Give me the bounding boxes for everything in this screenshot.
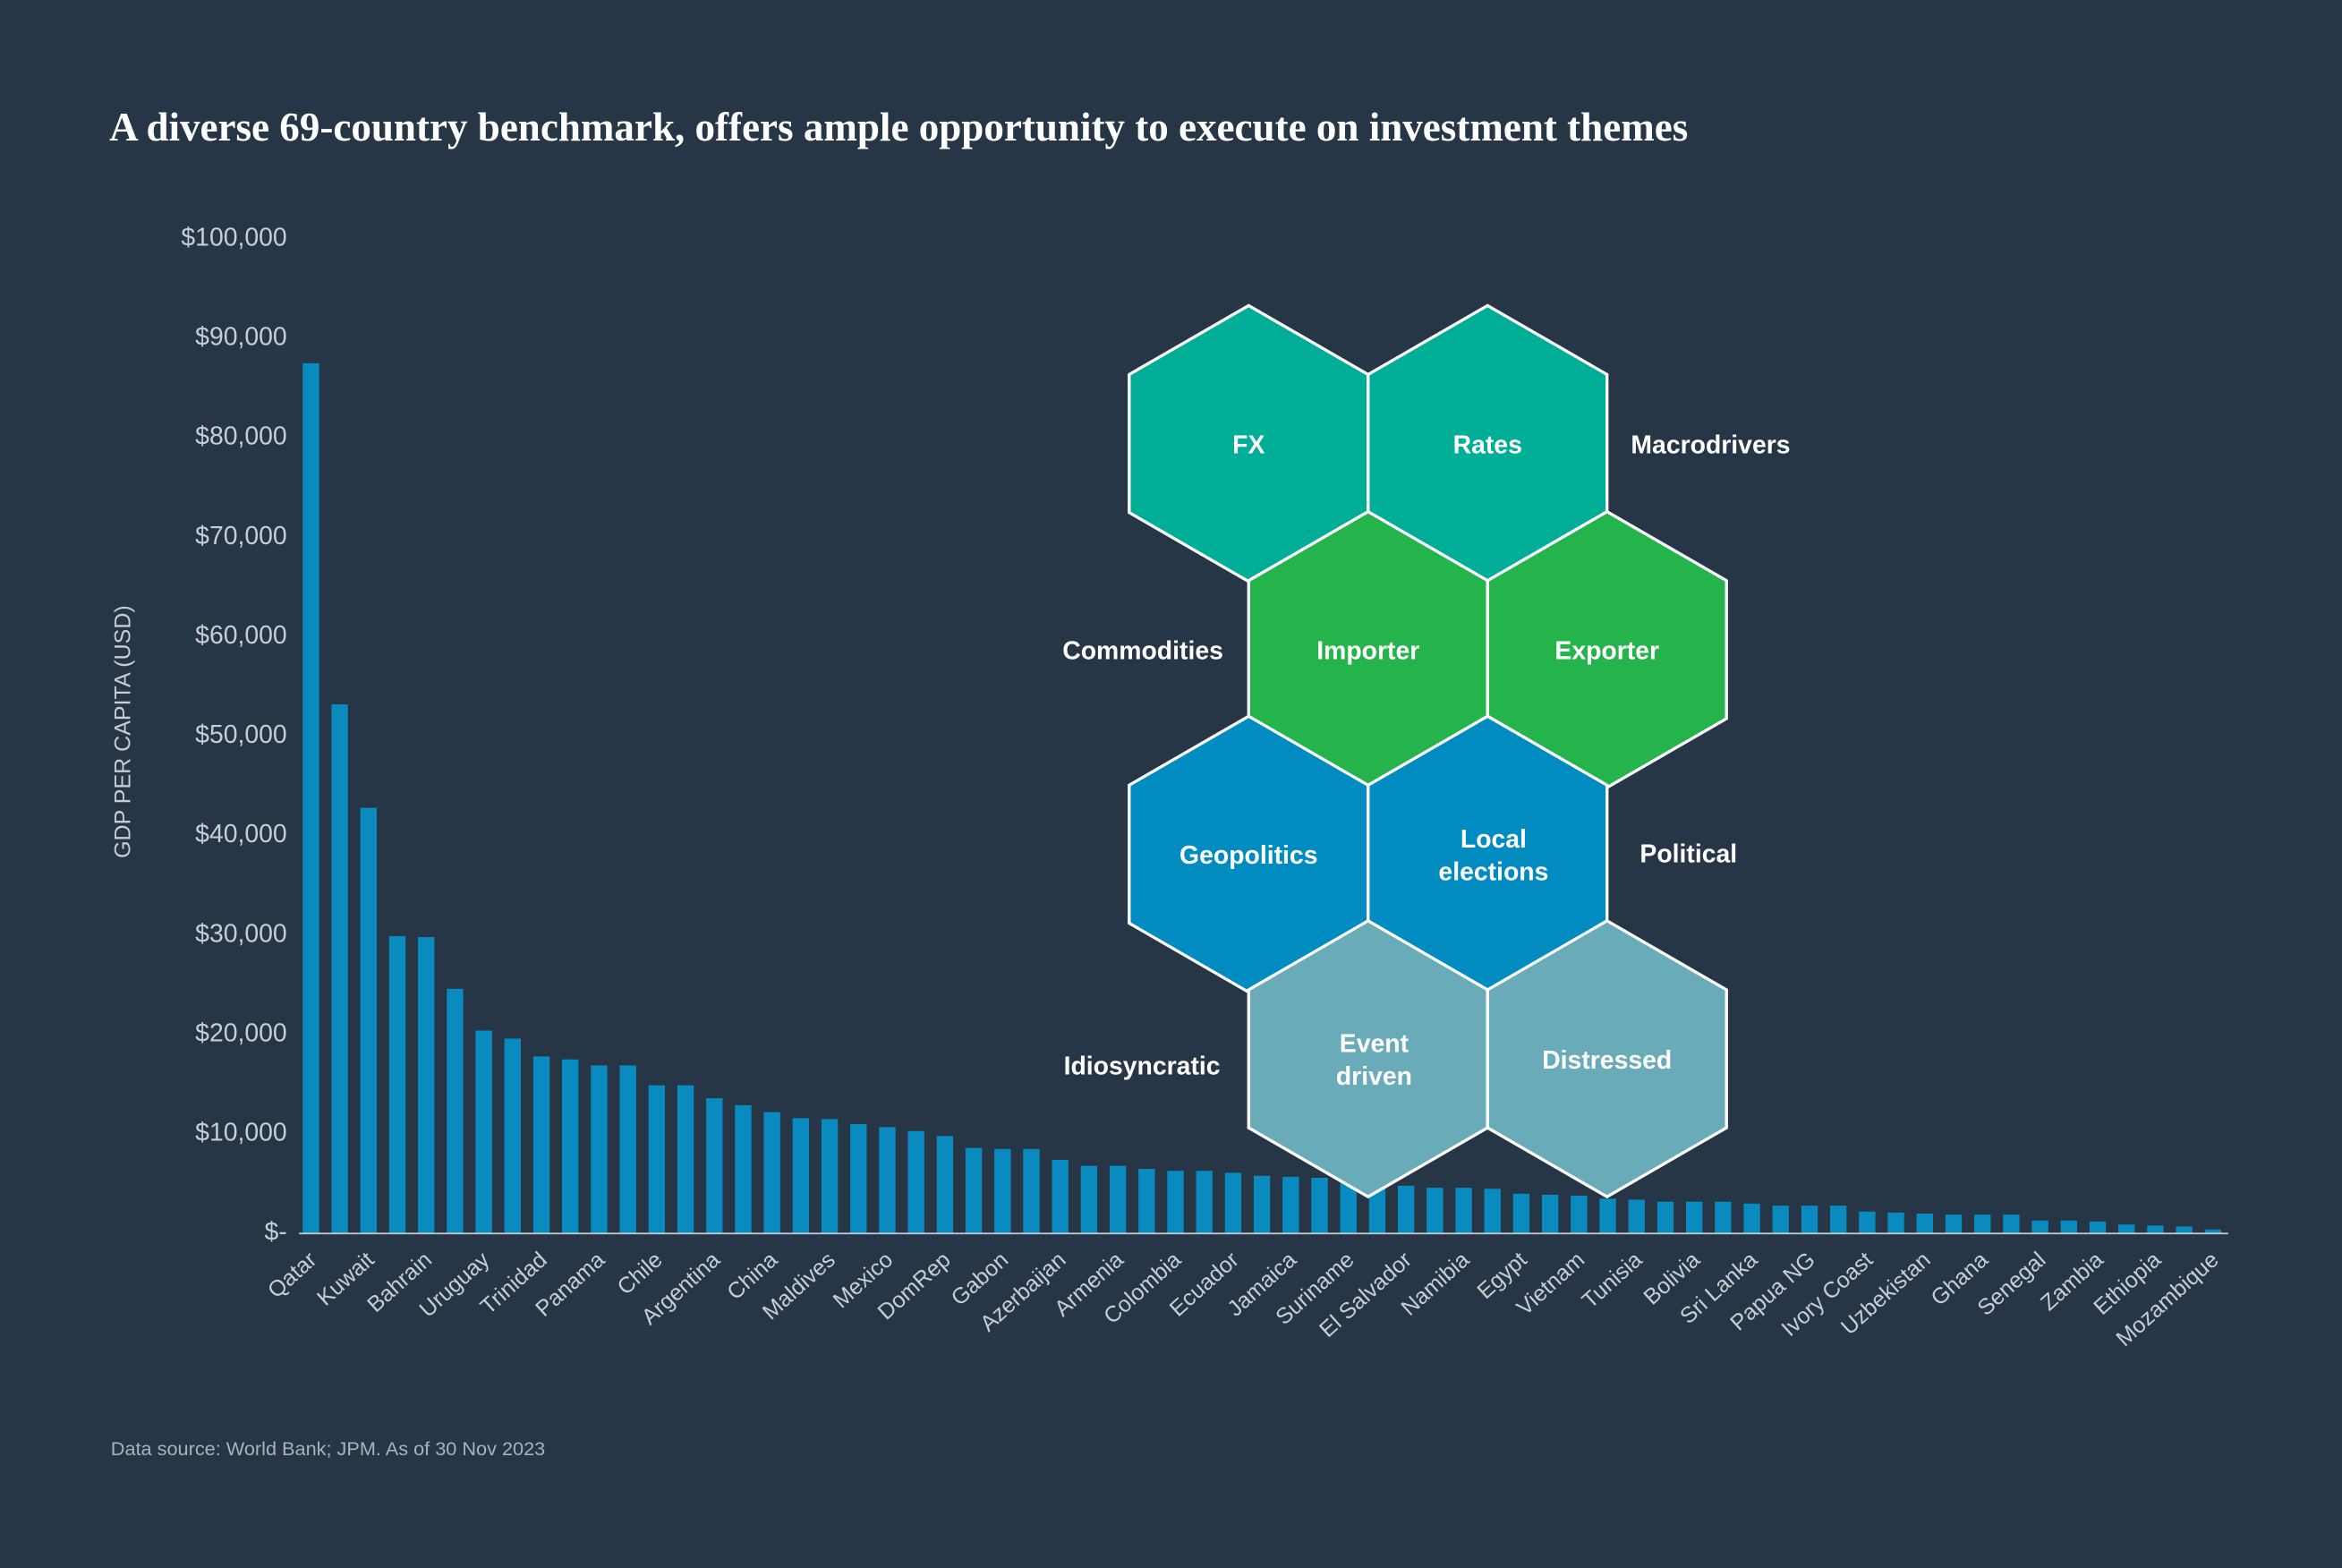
- hexagon-label: driven: [1336, 1062, 1412, 1091]
- bar: [1023, 1148, 1040, 1234]
- bar: [850, 1124, 867, 1234]
- y-tick-label: $70,000: [195, 522, 287, 550]
- hexagon-label: Rates: [1453, 430, 1522, 459]
- bar: [504, 1038, 522, 1234]
- bar: [1340, 1181, 1357, 1234]
- bar: [1311, 1178, 1328, 1234]
- group-label: Macrodrivers: [1631, 430, 1790, 459]
- bar: [302, 362, 319, 1234]
- bar: [1138, 1169, 1155, 1234]
- bar: [2003, 1214, 2020, 1234]
- hexagon-label: Distressed: [1542, 1046, 1672, 1075]
- bar: [2089, 1221, 2107, 1234]
- y-tick-label: $40,000: [195, 820, 287, 848]
- bar: [1052, 1160, 1069, 1234]
- bar: [821, 1119, 839, 1234]
- bar: [1253, 1175, 1271, 1234]
- bar: [1685, 1201, 1703, 1234]
- y-tick-label: $100,000: [181, 223, 286, 251]
- source-note: Data source: World Bank; JPM. As of 30 N…: [111, 1437, 545, 1460]
- bar: [2060, 1220, 2077, 1234]
- bar: [648, 1085, 666, 1234]
- bar: [907, 1130, 924, 1234]
- bar: [591, 1065, 608, 1234]
- bar: [1368, 1183, 1386, 1234]
- bar: [1887, 1212, 1904, 1234]
- bar: [1455, 1188, 1472, 1234]
- group-label: Political: [1639, 840, 1737, 869]
- y-tick-label: $90,000: [195, 323, 287, 352]
- bar: [1772, 1206, 1789, 1234]
- bar: [1080, 1165, 1098, 1234]
- bar: [331, 704, 348, 1234]
- bar: [1599, 1198, 1616, 1234]
- hexagon-label: FX: [1232, 430, 1265, 459]
- bar: [1656, 1201, 1674, 1234]
- chart-title: A diverse 69-country benchmark, offers a…: [109, 105, 1688, 149]
- bar: [1167, 1171, 1184, 1234]
- bar: [562, 1059, 579, 1234]
- bar: [1715, 1201, 1732, 1234]
- hexagon-label: Exporter: [1554, 637, 1659, 666]
- bar: [1916, 1214, 1933, 1234]
- bar: [475, 1030, 492, 1234]
- y-tick-label: $20,000: [195, 1018, 287, 1047]
- bar: [1801, 1206, 1818, 1234]
- bar: [418, 937, 435, 1234]
- bar: [965, 1147, 983, 1234]
- hexagon-label: elections: [1438, 858, 1548, 887]
- bar: [1397, 1185, 1415, 1234]
- y-axis-title: GDP PER CAPITA (USD): [110, 605, 135, 858]
- bar: [1484, 1189, 1501, 1234]
- bar: [1541, 1194, 1559, 1234]
- bar: [792, 1118, 810, 1234]
- group-label: Idiosyncratic: [1064, 1052, 1221, 1081]
- bar: [936, 1136, 954, 1234]
- bar: [1224, 1172, 1242, 1234]
- bar: [360, 807, 377, 1234]
- bar: [1109, 1165, 1127, 1234]
- bar: [1974, 1214, 1991, 1234]
- bar: [2118, 1224, 2135, 1234]
- hexagon-label: Event: [1340, 1029, 1409, 1058]
- bar: [1196, 1171, 1213, 1234]
- bar: [1830, 1206, 1847, 1234]
- bar: [1628, 1199, 1645, 1234]
- bar: [1571, 1196, 1588, 1234]
- bar: [2147, 1225, 2164, 1234]
- y-tick-label: $80,000: [195, 422, 287, 451]
- hexagon-label: Geopolitics: [1180, 841, 1317, 870]
- bar: [532, 1056, 550, 1234]
- bar: [1859, 1211, 1876, 1234]
- bar: [447, 988, 464, 1234]
- bar: [994, 1148, 1011, 1234]
- bar: [1282, 1176, 1299, 1234]
- bar: [2031, 1220, 2048, 1234]
- hexagon: [1486, 918, 1728, 1199]
- bar: [763, 1112, 780, 1234]
- bar: [1945, 1214, 1963, 1234]
- y-tick-label: $50,000: [195, 720, 287, 749]
- y-tick-label: $10,000: [195, 1119, 287, 1147]
- group-label: Commodities: [1062, 637, 1223, 666]
- bar: [1743, 1203, 1760, 1234]
- y-tick-label: $-: [264, 1218, 286, 1247]
- bar: [677, 1085, 694, 1234]
- bar: [619, 1065, 636, 1234]
- y-tick-label: $30,000: [195, 919, 287, 948]
- bar: [388, 935, 406, 1234]
- bar: [735, 1104, 752, 1234]
- y-tick-label: $60,000: [195, 621, 287, 650]
- bar: [1426, 1188, 1444, 1234]
- hexagon-label: Importer: [1316, 637, 1419, 666]
- bar: [2204, 1229, 2222, 1234]
- bar: [706, 1098, 723, 1234]
- hexagon-label: Local: [1461, 825, 1527, 854]
- bar: [1512, 1193, 1530, 1234]
- bar: [2176, 1226, 2193, 1234]
- bar: [879, 1127, 896, 1234]
